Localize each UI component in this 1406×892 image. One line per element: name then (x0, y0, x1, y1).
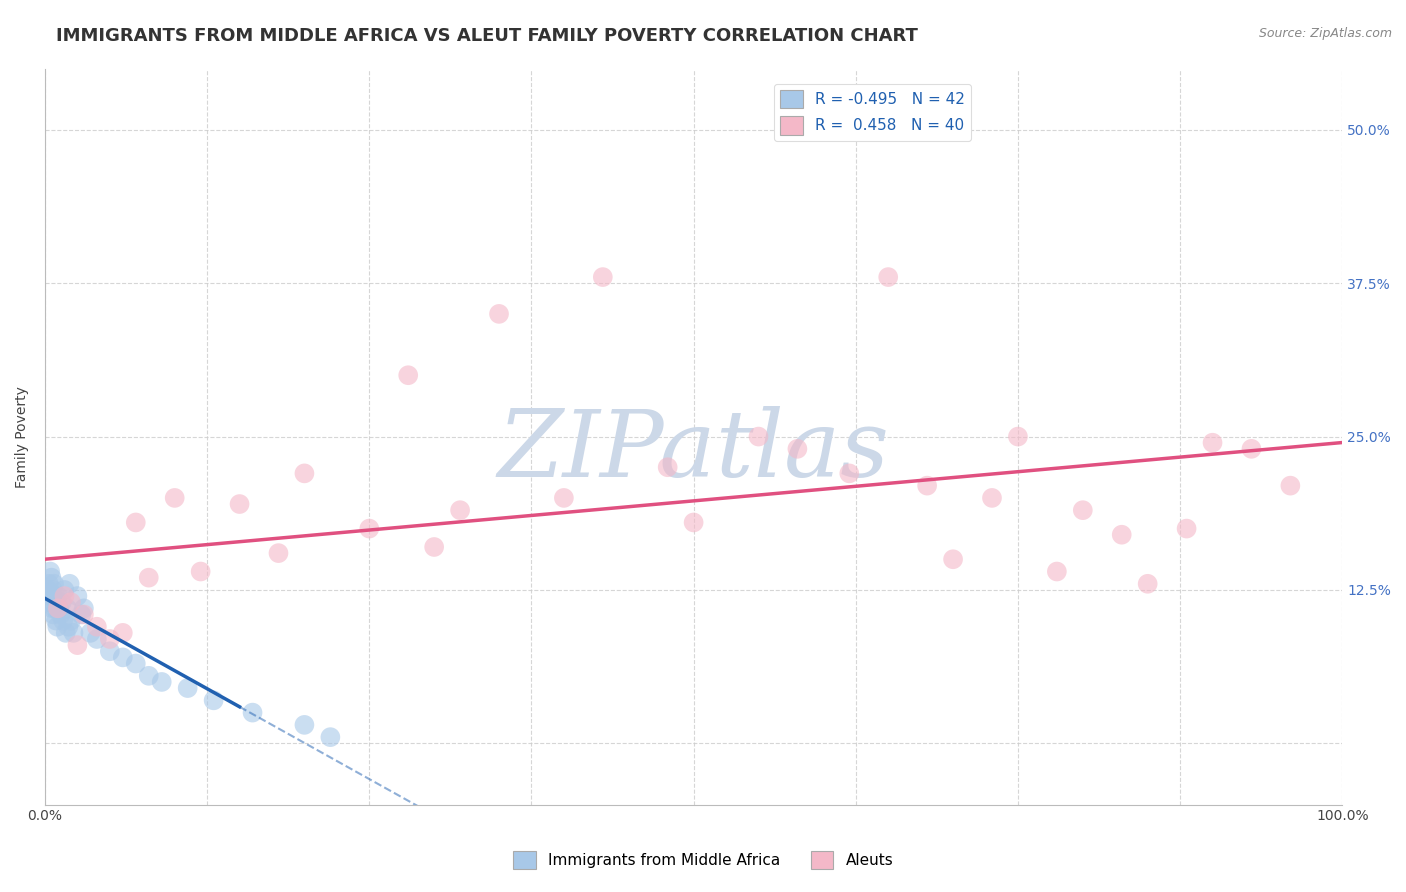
Point (41, 571, 63, 585)
Text: IMMIGRANTS FROM MIDDLE AFRICA VS ALEUT FAMILY POVERTY CORRELATION CHART: IMMIGRANTS FROM MIDDLE AFRICA VS ALEUT F… (56, 27, 918, 45)
Point (45, 595, 67, 609)
Point (56, 601, 79, 615)
Point (150, 675, 173, 690)
Point (38, 576, 60, 591)
Point (111, 650, 134, 665)
Point (86, 632, 108, 646)
Point (176, 681, 198, 695)
Point (242, 706, 264, 720)
Point (682, 516, 704, 530)
Point (202, 693, 225, 707)
Point (39, 565, 62, 579)
Legend: Immigrants from Middle Africa, Aleuts: Immigrants from Middle Africa, Aleuts (506, 845, 900, 875)
Point (66, 589, 89, 603)
Point (396, 368, 419, 383)
Point (111, 625, 134, 640)
Point (42, 582, 65, 597)
Point (138, 669, 160, 683)
Point (228, 497, 250, 511)
Point (1136, 576, 1159, 591)
Point (86, 620, 108, 634)
Point (294, 718, 316, 732)
Point (42, 607, 65, 622)
Point (44, 589, 66, 603)
Point (294, 467, 316, 481)
Point (1175, 522, 1198, 536)
Point (46, 589, 69, 603)
Point (73, 601, 96, 615)
Point (53, 582, 76, 597)
Point (163, 491, 186, 505)
Point (125, 516, 148, 530)
Point (915, 478, 938, 492)
Point (1279, 478, 1302, 492)
Point (488, 307, 510, 321)
Point (1071, 503, 1094, 517)
Point (59, 595, 82, 609)
Point (1240, 442, 1263, 456)
Point (66, 638, 89, 652)
Point (1111, 527, 1133, 541)
Point (877, 270, 900, 285)
Point (747, 429, 769, 443)
Point (48, 601, 70, 615)
Point (46, 620, 69, 634)
Point (657, 460, 679, 475)
Point (52, 614, 75, 628)
Point (125, 657, 148, 671)
Point (73, 607, 96, 622)
Point (267, 546, 290, 560)
Point (423, 540, 446, 554)
Point (42, 576, 65, 591)
Point (41, 601, 63, 615)
Point (319, 730, 342, 744)
Point (45, 614, 67, 628)
Point (59, 614, 82, 628)
Point (58, 620, 80, 634)
Y-axis label: Family Poverty: Family Poverty (15, 385, 30, 488)
Point (1007, 429, 1029, 443)
Point (46, 601, 69, 615)
Point (449, 503, 471, 517)
Point (49, 607, 72, 622)
Point (359, 522, 381, 536)
Legend: R = -0.495   N = 42, R =  0.458   N = 40: R = -0.495 N = 42, R = 0.458 N = 40 (775, 84, 972, 141)
Point (53, 589, 76, 603)
Point (37, 582, 59, 597)
Point (592, 270, 614, 285)
Point (55, 625, 77, 640)
Point (190, 565, 212, 579)
Point (62, 625, 84, 640)
Point (79, 625, 101, 640)
Point (942, 552, 965, 566)
Point (70, 607, 93, 622)
Point (98, 632, 121, 646)
Point (1046, 565, 1069, 579)
Point (38, 595, 60, 609)
Point (838, 467, 860, 481)
Point (39, 589, 62, 603)
Point (981, 491, 1004, 505)
Text: Source: ZipAtlas.com: Source: ZipAtlas.com (1258, 27, 1392, 40)
Point (786, 442, 808, 456)
Point (44, 601, 66, 615)
Point (59, 576, 82, 591)
Point (98, 644, 121, 658)
Point (1201, 435, 1223, 450)
Point (51, 595, 73, 609)
Point (553, 491, 575, 505)
Point (138, 571, 160, 585)
Text: ZIPatlas: ZIPatlas (498, 406, 890, 496)
